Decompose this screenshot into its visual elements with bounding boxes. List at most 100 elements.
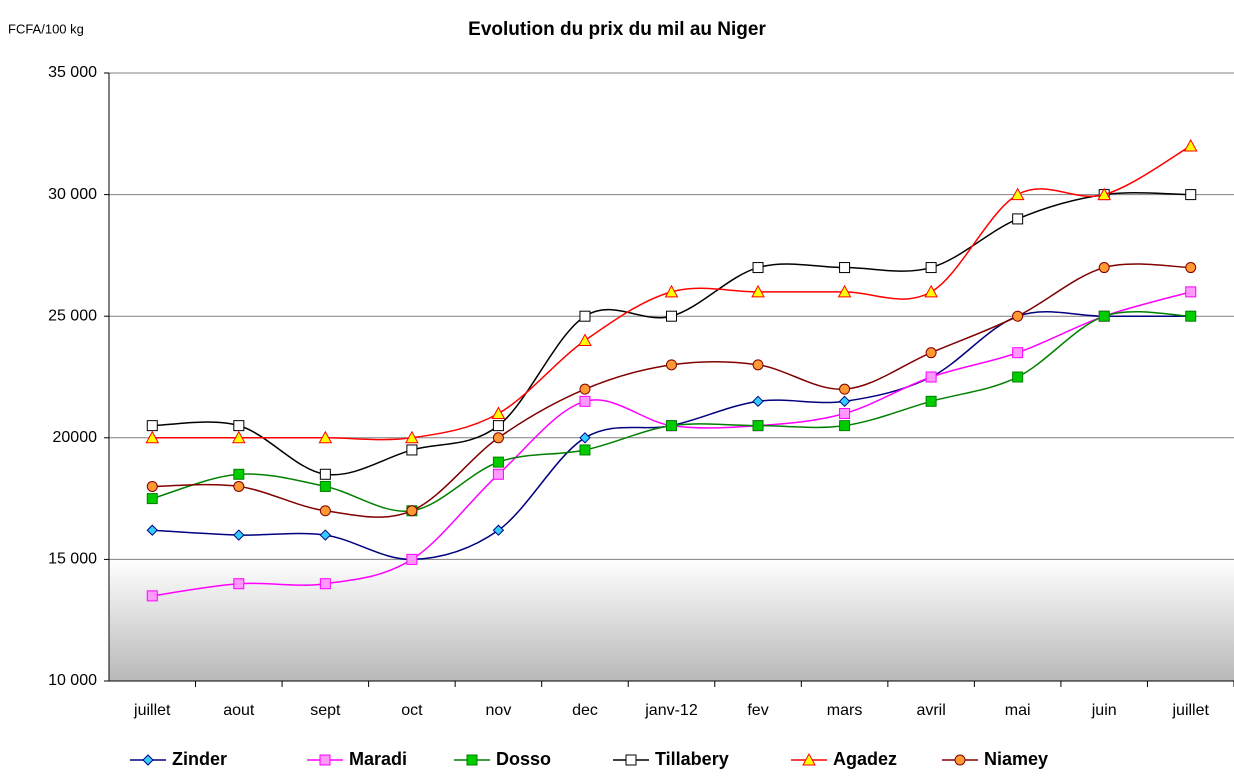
x-tick-label: juin: [1091, 702, 1117, 719]
marker: [925, 262, 937, 274]
x-tick-label: fev: [747, 702, 768, 719]
x-tick-label: avril: [916, 702, 945, 719]
marker: [466, 754, 478, 766]
marker: [233, 468, 245, 480]
marker: [839, 262, 851, 274]
marker: [579, 444, 591, 456]
marker: [925, 371, 937, 383]
marker: [1185, 286, 1197, 298]
x-tick-label: sept: [310, 702, 341, 719]
y-axis-label: FCFA/100 kg: [8, 21, 84, 36]
x-tick-label: nov: [486, 702, 512, 719]
marker: [406, 553, 418, 565]
marker: [491, 406, 506, 419]
y-tick-label: 30 000: [48, 186, 97, 203]
marker: [492, 524, 505, 536]
marker: [1183, 138, 1198, 152]
marker: [839, 420, 851, 432]
marker: [666, 359, 677, 371]
x-tick-label: oct: [401, 702, 423, 719]
marker: [146, 590, 158, 602]
marker: [752, 395, 764, 408]
marker: [319, 480, 331, 492]
x-tick-label: aout: [223, 702, 255, 719]
marker: [802, 752, 816, 766]
legend-label: Agadez: [833, 749, 897, 769]
marker: [233, 529, 245, 541]
marker: [751, 284, 765, 298]
marker: [578, 333, 592, 347]
legend-label: Niamey: [984, 749, 1048, 769]
marker: [233, 480, 245, 492]
y-tick-label: 10 000: [48, 672, 97, 689]
x-tick-label: juillet: [133, 702, 171, 719]
marker: [838, 395, 851, 408]
legend-label: Maradi: [349, 749, 407, 769]
marker: [1012, 310, 1024, 322]
y-tick-label: 20000: [53, 429, 98, 446]
marker: [1185, 262, 1197, 274]
marker: [146, 493, 158, 505]
marker: [664, 284, 679, 298]
marker: [233, 420, 245, 432]
marker: [231, 430, 246, 444]
marker: [1012, 371, 1024, 383]
marker: [492, 420, 504, 432]
marker: [1098, 262, 1110, 274]
marker: [752, 359, 764, 371]
marker: [579, 383, 591, 395]
marker: [319, 754, 331, 766]
marker: [406, 505, 418, 517]
x-tick-label: mai: [1005, 702, 1031, 719]
marker: [579, 432, 591, 444]
marker: [752, 420, 764, 432]
plot-area: [109, 73, 1234, 681]
marker: [145, 430, 160, 444]
y-tick-label: 25 000: [48, 307, 97, 324]
marker: [1010, 187, 1025, 201]
x-tick-label: juillet: [1171, 702, 1209, 719]
marker: [233, 578, 245, 590]
marker: [319, 505, 331, 517]
x-tick-label: mars: [827, 702, 863, 719]
x-tick-label: dec: [572, 702, 598, 719]
marker: [954, 754, 966, 766]
marker: [492, 468, 504, 480]
marker: [666, 310, 677, 322]
x-tick-label: janv-12: [644, 702, 698, 719]
marker: [837, 284, 852, 298]
marker: [146, 480, 158, 492]
marker: [492, 456, 504, 468]
y-tick-label: 15 000: [48, 551, 97, 568]
y-tick-label: 35 000: [48, 64, 97, 81]
marker: [146, 420, 158, 432]
marker: [319, 578, 331, 590]
legend-label: Zinder: [172, 749, 227, 769]
marker: [142, 754, 154, 766]
marker: [319, 529, 332, 541]
marker: [1185, 189, 1197, 201]
marker: [579, 310, 591, 322]
marker: [1098, 310, 1110, 322]
marker: [625, 754, 637, 766]
marker: [1012, 213, 1024, 225]
marker: [146, 524, 158, 536]
chart-title: Evolution du prix du mil au Niger: [468, 19, 766, 40]
marker: [925, 347, 937, 359]
marker: [1097, 187, 1112, 201]
marker: [318, 430, 333, 444]
marker: [1012, 347, 1024, 359]
marker: [666, 420, 677, 432]
marker: [924, 284, 938, 298]
legend-label: Dosso: [496, 749, 551, 769]
marker: [492, 432, 504, 444]
marker: [839, 383, 851, 395]
marker: [579, 395, 591, 407]
marker: [925, 395, 937, 407]
legend-label: Tillabery: [655, 749, 729, 769]
marker: [319, 468, 331, 480]
marker: [1185, 310, 1197, 322]
marker: [405, 430, 419, 444]
marker: [406, 444, 418, 456]
